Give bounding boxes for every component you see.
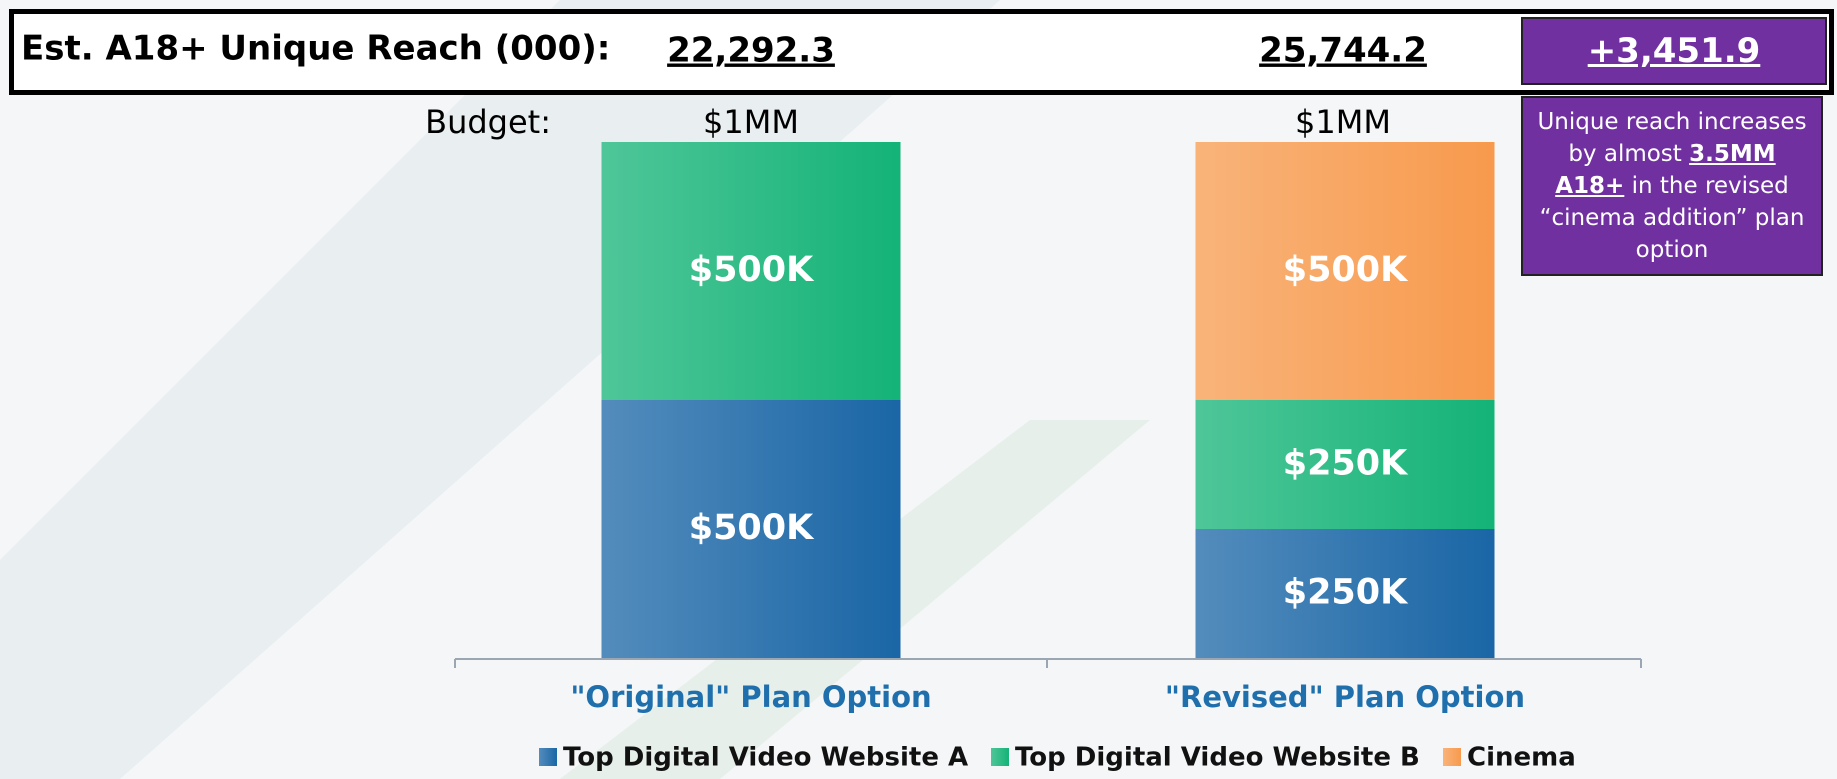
value-label: $500K	[689, 250, 815, 290]
reach-label: Est. A18+ Unique Reach (000):	[21, 29, 610, 69]
legend-label: Top Digital Video Website B	[1015, 743, 1420, 773]
legend-sheen	[991, 748, 1009, 766]
budget-label: Budget:	[425, 103, 551, 141]
value-label: $500K	[689, 508, 815, 548]
reach-value: 25,744.2	[1259, 31, 1427, 71]
callout: Unique reach increases by almost 3.5MM A…	[1521, 96, 1823, 276]
bar-sheen	[1195, 142, 1495, 400]
legend-label: Cinema	[1467, 743, 1576, 773]
value-label: $250K	[1283, 573, 1409, 613]
reach-value: 22,292.3	[667, 31, 835, 71]
bar-sheen	[601, 142, 901, 400]
x-tick-label: "Revised" Plan Option	[1165, 680, 1525, 714]
callout-text: in the revised “cinema addition” plan op…	[1539, 173, 1805, 263]
value-label: $250K	[1283, 444, 1409, 484]
legend-sheen	[539, 748, 557, 766]
reach-difference: +3,451.9	[1521, 17, 1827, 85]
callout-text: Unique reach increases by almost	[1537, 109, 1807, 167]
bar-sheen	[601, 400, 901, 658]
legend-label: Top Digital Video Website A	[563, 743, 968, 773]
bar-sheen	[1195, 400, 1495, 529]
legend-sheen	[1443, 748, 1461, 766]
bar-sheen	[1195, 529, 1495, 658]
budget-value: $1MM	[1295, 103, 1391, 141]
value-label: $500K	[1283, 250, 1409, 290]
x-tick-label: "Original" Plan Option	[570, 680, 931, 714]
budget-value: $1MM	[703, 103, 799, 141]
callout-highlight: 3.5MM A18+	[1555, 141, 1776, 199]
